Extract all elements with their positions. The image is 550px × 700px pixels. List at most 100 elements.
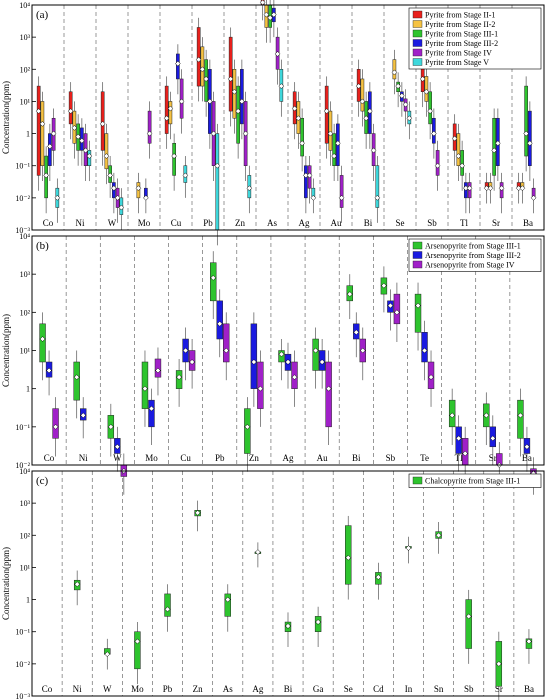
mean-marker [274, 51, 281, 57]
legend-swatch [412, 251, 423, 259]
x-category-label: Ba [524, 684, 534, 694]
box [164, 85, 169, 134]
mean-marker [319, 359, 325, 365]
legend-box [408, 238, 542, 272]
chart-panel-2: 10⁻² 10⁻¹ 1 10¹ 10² 10³ 10⁴ Concentration(ppm) C… [1, 232, 545, 495]
legend-box [408, 7, 542, 70]
legend-swatch [412, 48, 423, 57]
mean-marker [335, 140, 341, 147]
mean-marker [455, 153, 462, 159]
y-tick-label: 10⁻¹ [15, 628, 30, 637]
x-category-label: As [223, 684, 233, 694]
mean-marker [519, 185, 526, 192]
mean-marker [278, 351, 285, 358]
mean-marker [182, 172, 189, 179]
y-tick-label: 10⁻³ [15, 226, 30, 235]
x-category-label: Ni [76, 218, 85, 228]
legend-entry: Pyrite from Stage III-1 [425, 30, 498, 39]
mean-marker [431, 130, 437, 137]
mean-marker [271, 11, 277, 18]
mean-marker [134, 638, 141, 645]
mean-marker [210, 130, 217, 137]
box [168, 101, 173, 125]
x-category-label: Pb [163, 684, 173, 694]
x-category-label: Se [396, 218, 405, 228]
mean-marker [164, 606, 171, 613]
x-category-label: Ag [252, 684, 263, 694]
mean-marker [176, 374, 182, 381]
y-tick-label: 1 [26, 130, 30, 139]
mean-marker [495, 140, 501, 147]
y-tick-label: 10¹ [20, 347, 31, 356]
mean-marker [526, 638, 532, 645]
mean-marker [387, 302, 394, 309]
x-category-label: Bi [284, 684, 293, 694]
box [164, 593, 171, 617]
mean-marker [495, 661, 502, 667]
mean-marker [451, 135, 458, 142]
mean-marker [345, 554, 352, 561]
box [524, 85, 528, 157]
x-category-label: Co [42, 684, 53, 694]
mean-marker [367, 108, 373, 114]
x-category-label: Au [317, 453, 328, 463]
y-tick-label: 10² [20, 308, 31, 317]
mean-marker [114, 195, 121, 201]
mean-marker [175, 60, 181, 67]
x-category-label: Mo [138, 218, 151, 228]
y-tick-label: 10⁴ [19, 232, 30, 241]
mean-marker [331, 153, 337, 159]
x-category-label: Sn [434, 684, 444, 694]
mean-marker [114, 443, 121, 450]
mean-marker [391, 69, 398, 76]
mean-marker [235, 108, 241, 114]
mean-marker [79, 137, 85, 144]
mean-marker [103, 153, 110, 159]
mean-marker [142, 385, 148, 392]
mean-marker [327, 130, 334, 137]
mean-marker [171, 153, 177, 159]
box [300, 117, 304, 157]
y-tick-label: 10⁻² [15, 461, 30, 470]
mean-marker [435, 532, 442, 539]
mean-marker [50, 130, 57, 137]
mean-marker [163, 115, 170, 122]
mean-marker [363, 115, 369, 122]
plot-frame [31, 4, 545, 231]
y-tick-label: 10⁴ [19, 1, 30, 10]
mean-marker [491, 147, 497, 154]
x-category-label: Mo [131, 684, 144, 694]
mean-marker [466, 185, 473, 192]
mean-marker [167, 105, 174, 112]
x-category-label: Cu [171, 218, 182, 228]
legend-box [408, 473, 542, 488]
box [421, 332, 428, 363]
x-category-label: As [267, 218, 277, 228]
mean-marker [381, 282, 387, 289]
legend-swatch [412, 29, 423, 38]
box [465, 599, 472, 649]
mean-marker [189, 359, 195, 365]
x-category-label: Ni [79, 453, 88, 463]
x-category-label: Sb [386, 453, 396, 463]
x-category-label: Sb [427, 218, 437, 228]
box [73, 361, 80, 401]
mean-marker [39, 121, 46, 127]
mean-marker [223, 347, 230, 354]
mean-marker [449, 412, 456, 419]
mean-marker [216, 320, 223, 327]
box [210, 262, 217, 302]
mean-marker [489, 435, 496, 442]
x-category-label: Mo [145, 453, 158, 463]
x-category-label: Ba [523, 218, 533, 228]
x-category-label: Se [344, 684, 353, 694]
mean-marker [86, 153, 93, 159]
panel-label: (a) [36, 9, 49, 21]
mean-marker [419, 76, 426, 82]
mean-marker [74, 581, 81, 588]
mean-marker [227, 76, 234, 82]
mean-marker [146, 130, 153, 137]
box [428, 91, 432, 125]
box [325, 361, 332, 428]
